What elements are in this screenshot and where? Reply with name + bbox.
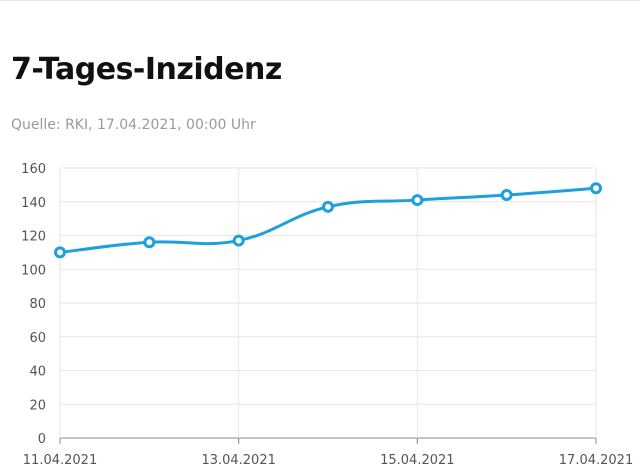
y-tick-label: 0 [38,432,46,447]
data-point [143,236,156,249]
x-tick-label: 11.04.2021 [23,453,97,468]
y-tick-label: 100 [21,263,46,278]
y-tick-label: 160 [21,162,46,177]
y-tick-label: 20 [29,398,46,413]
y-tick-label: 60 [29,331,46,346]
y-tick-label: 120 [21,230,46,245]
y-tick-label: 140 [21,196,46,211]
data-point [500,189,513,201]
top-divider [0,0,640,1]
chart-title: 7-Tages-Inzidenz [11,52,282,87]
data-point [322,200,334,213]
x-tick-label: 17.04.2021 [559,453,633,468]
x-tick-label: 13.04.2021 [201,453,275,468]
source-note: Quelle: RKI, 17.04.2021, 00:00 Uhr [11,117,256,133]
incidence-series-line [58,186,598,254]
incidence-line-chart: 0 20 40 60 80 100 120 140 160 11.04.2021 13.04.202… [21,162,633,468]
data-point [54,246,66,259]
data-point [411,194,424,207]
data-point [590,182,602,195]
y-tick-label: 40 [29,365,46,380]
y-tick-label: 80 [29,297,46,312]
data-point [232,234,245,247]
x-tick-label: 15.04.2021 [380,453,454,468]
